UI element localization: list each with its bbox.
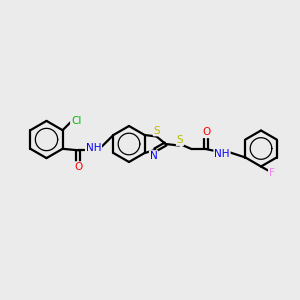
Text: S: S	[177, 135, 183, 145]
Text: O: O	[74, 162, 82, 172]
Text: O: O	[202, 127, 210, 137]
Text: Cl: Cl	[71, 116, 81, 126]
Text: NH: NH	[214, 149, 230, 159]
Text: F: F	[269, 168, 275, 178]
Text: N: N	[150, 151, 158, 161]
Text: S: S	[154, 125, 160, 136]
Text: NH: NH	[86, 143, 101, 153]
